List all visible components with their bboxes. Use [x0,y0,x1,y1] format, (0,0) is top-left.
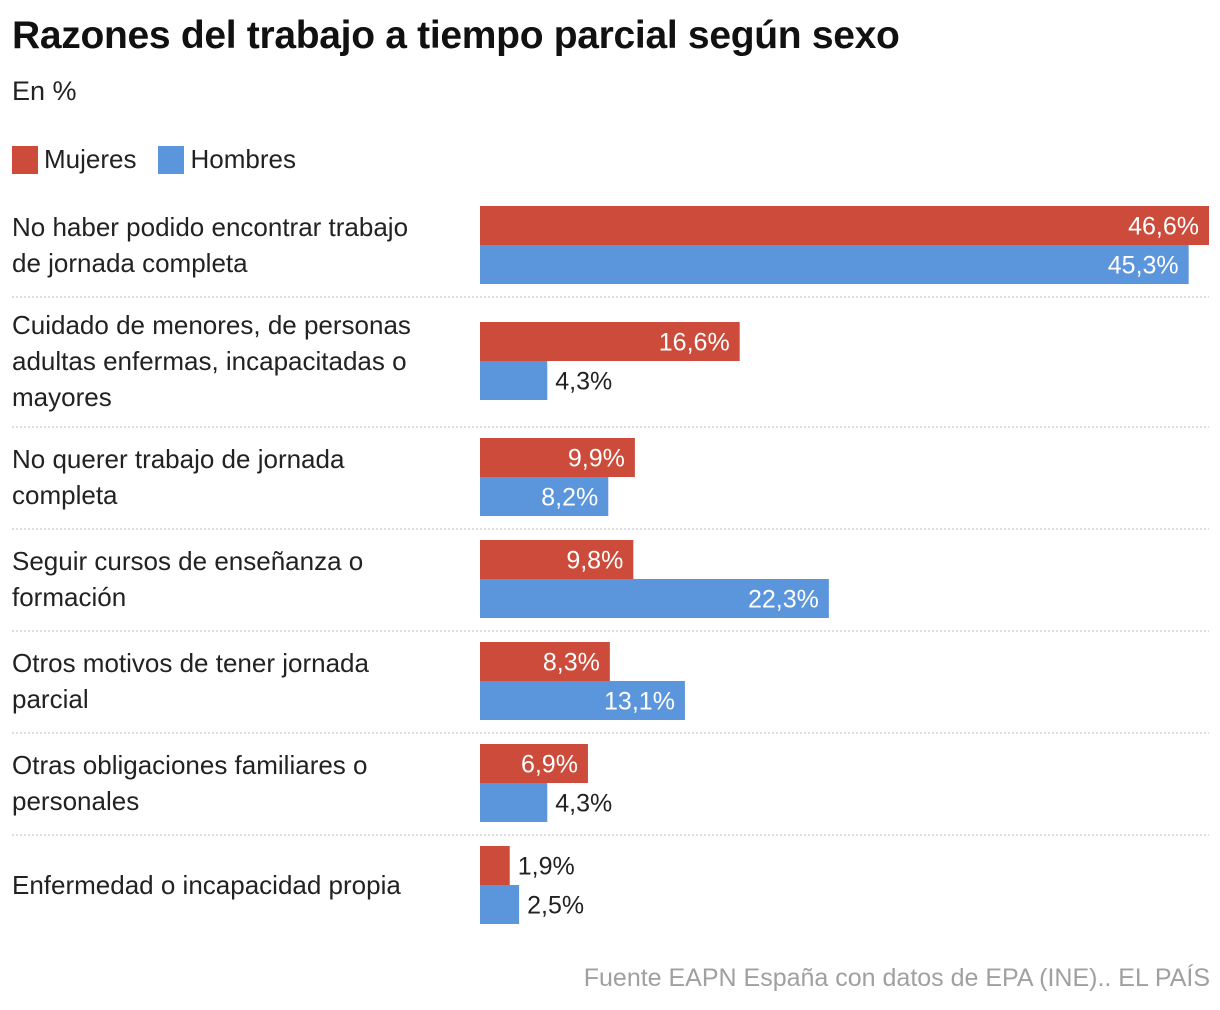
source-note: Fuente EAPN España con datos de EPA (INE… [583,964,1210,992]
data-label-hombres-4: 13,1% [604,688,675,716]
legend-item-mujeres: Mujeres [12,144,136,175]
chart-subtitle: En % [12,76,77,106]
category-label-5: Otras obligaciones familiares o personale… [12,750,368,816]
data-label-mujeres-2: 9,9% [568,445,625,473]
bar-mujeres-1 [480,322,740,361]
data-label-hombres-2: 8,2% [541,484,598,512]
legend-swatch-hombres [158,145,185,174]
data-label-mujeres-1: 16,6% [659,329,730,357]
bar-mujeres-5 [480,744,588,783]
legend-swatch-mujeres [12,145,38,174]
bar-chart: No haber podido encontrar trabajo de jorn… [12,206,1209,924]
data-label-mujeres-3: 9,8% [566,547,623,575]
category-label-2: No querer trabajo de jornada completa [12,444,345,510]
bar-mujeres-0 [480,206,1209,245]
legend-label-hombres: Hombres [190,144,296,174]
data-label-hombres-5: 4,3% [555,790,612,818]
bar-mujeres-6 [480,846,510,885]
category-label-6: Enfermedad o incapacidad propia [12,870,401,900]
category-label-4: Otros motivos de tener jornada parcial [12,648,369,714]
legend-item-hombres: Hombres [158,144,296,175]
data-label-hombres-0: 45,3% [1108,252,1179,280]
bar-mujeres-2 [480,438,635,477]
data-label-hombres-1: 4,3% [555,368,612,396]
data-label-mujeres-6: 1,9% [518,853,575,881]
data-label-hombres-6: 2,5% [527,892,584,920]
data-label-mujeres-0: 46,6% [1128,213,1199,241]
bar-hombres-6 [480,885,520,924]
data-label-mujeres-5: 6,9% [521,751,578,779]
bar-hombres-3 [480,579,829,618]
category-label-1: Cuidado de menores, de personas adultas e… [12,310,411,412]
legend: Mujeres Hombres [12,144,318,175]
bar-hombres-2 [480,477,609,516]
chart-title: Razones del trabajo a tiempo parcial seg… [12,14,900,57]
category-label-0: No haber podido encontrar trabajo de jorn… [12,212,408,278]
data-label-hombres-3: 22,3% [748,586,819,614]
bar-hombres-4 [480,681,685,720]
bar-mujeres-3 [480,540,634,579]
bar-hombres-1 [480,361,548,400]
bar-hombres-5 [480,783,548,822]
bar-hombres-0 [480,245,1189,284]
bar-mujeres-4 [480,642,610,681]
data-label-mujeres-4: 8,3% [543,649,600,677]
legend-label-mujeres: Mujeres [44,144,137,174]
category-label-3: Seguir cursos de enseñanza o formación [12,546,363,612]
